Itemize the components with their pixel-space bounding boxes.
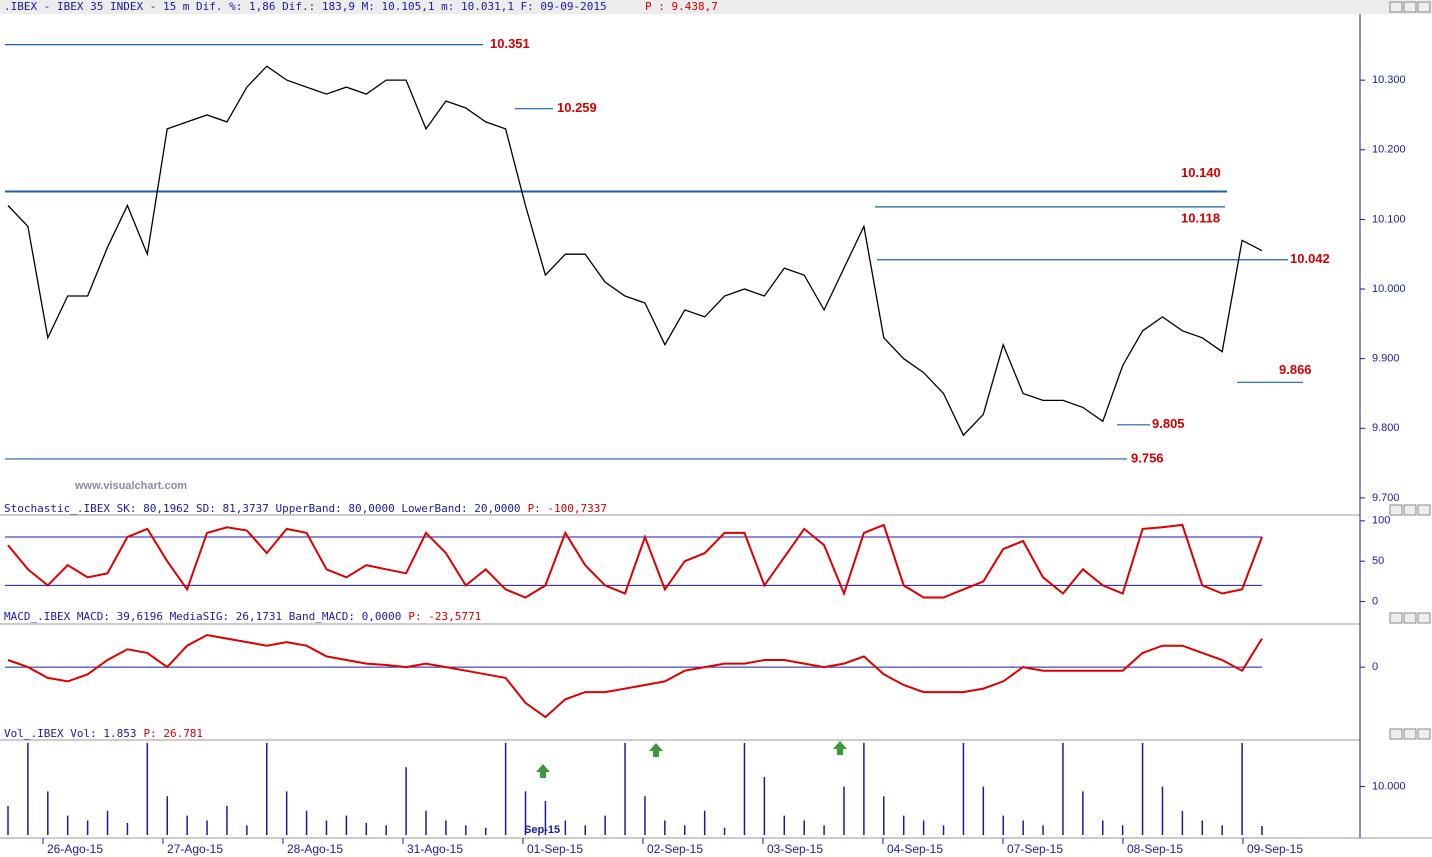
y-tick-label: 0	[1372, 595, 1378, 607]
button[interactable]	[1403, 612, 1417, 624]
y-tick-label: 10.300	[1372, 74, 1406, 86]
y-tick-label: 9.800	[1372, 422, 1400, 434]
arrow-icon	[833, 741, 847, 755]
arrow-icon	[536, 764, 550, 778]
y-tick-label: 10.100	[1372, 213, 1406, 225]
x-tick-label: 03-Sep-15	[767, 842, 823, 856]
x-tick-label: 02-Sep-15	[647, 842, 703, 856]
button[interactable]	[1417, 1, 1431, 13]
window-buttons	[1389, 1, 1431, 740]
button[interactable]	[1403, 504, 1417, 516]
y-tick-label: 50	[1372, 555, 1384, 567]
arrow-icon	[649, 743, 663, 757]
month-marker: Sep-15	[524, 824, 560, 836]
x-tick-label: 31-Ago-15	[407, 842, 463, 856]
y-tick-label: 9.700	[1372, 492, 1400, 504]
button[interactable]	[1403, 1, 1417, 13]
x-tick-label: 26-Ago-15	[47, 842, 103, 856]
series-line	[7, 633, 1263, 719]
arrows	[536, 741, 847, 778]
button[interactable]	[1389, 504, 1403, 516]
y-tick-label: 9.900	[1372, 353, 1400, 365]
indicator-title: Stochastic_.IBEX SK: 80,1962 SD: 81,3737…	[4, 502, 521, 515]
panel-header	[0, 503, 1432, 516]
x-tick-label: 27-Ago-15	[167, 842, 223, 856]
button[interactable]	[1403, 728, 1417, 740]
button[interactable]	[1417, 612, 1431, 624]
indicator-title: Vol_.IBEX Vol: 1.853	[4, 727, 136, 740]
indicator-p: P: -100,7337	[528, 502, 607, 515]
level-label: 10.042	[1290, 251, 1330, 266]
y-tick-label: 10.000	[1372, 283, 1406, 295]
level-label: 10.118	[1181, 210, 1220, 225]
indicator-p: P: 26.781	[143, 727, 203, 740]
header-p: P : 9.438,7	[645, 0, 718, 13]
x-tick-label: 01-Sep-15	[527, 842, 583, 856]
y-tick-label: 100	[1372, 515, 1390, 527]
title-bar	[0, 0, 1432, 14]
series-line	[7, 523, 1263, 599]
series-line	[7, 65, 1263, 437]
indicator-p: P: -23,5771	[408, 610, 481, 623]
y-tick-label: 0	[1372, 661, 1378, 673]
level-label: 10.259	[557, 100, 597, 115]
x-tick-label: 08-Sep-15	[1127, 842, 1183, 856]
x-tick-label: 04-Sep-15	[887, 842, 943, 856]
y-tick-label: 10.200	[1372, 144, 1406, 156]
level-label: 10.140	[1181, 165, 1221, 180]
button[interactable]	[1389, 1, 1403, 13]
button[interactable]	[1417, 504, 1431, 516]
level-label: 9.866	[1279, 362, 1312, 377]
x-tick-label: 07-Sep-15	[1007, 842, 1063, 856]
level-label: 10.351	[490, 36, 530, 51]
button[interactable]	[1417, 728, 1431, 740]
x-tick-label: 09-Sep-15	[1247, 842, 1303, 856]
level-label: 9.805	[1152, 416, 1185, 431]
indicator-title: MACD_.IBEX MACD: 39,6196 MediaSIG: 26,17…	[4, 610, 401, 623]
button[interactable]	[1389, 612, 1403, 624]
x-tick-label: 28-Ago-15	[287, 842, 343, 856]
button[interactable]	[1389, 728, 1403, 740]
watermark: www.visualchart.com	[74, 480, 187, 492]
level-label: 9.756	[1131, 450, 1164, 465]
y-tick-label: 10.000	[1372, 780, 1406, 792]
header-title: .IBEX - IBEX 35 INDEX - 15 m Dif. %: 1,8…	[4, 0, 607, 13]
